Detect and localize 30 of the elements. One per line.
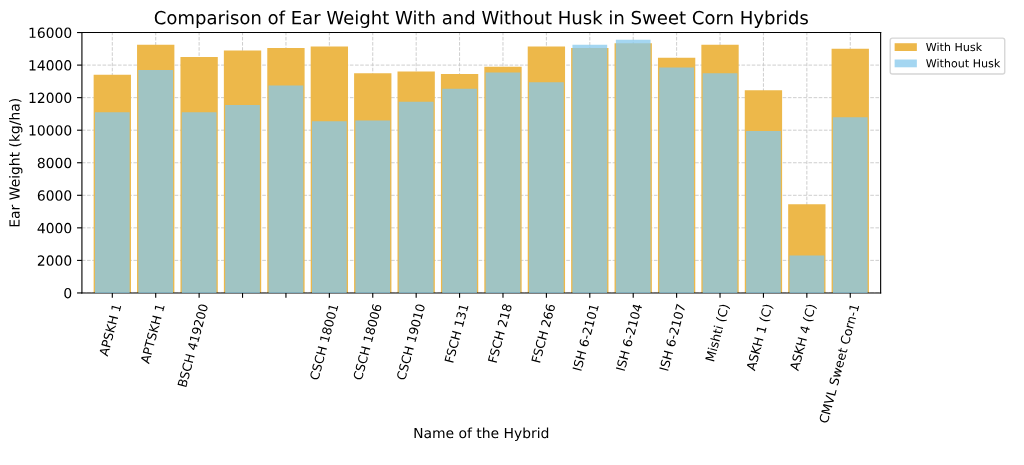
x-tick-label: CSCH 19010 <box>396 303 426 381</box>
x-tick-label: APSKH 1 <box>98 303 122 357</box>
x-tick-label: APTSKH 1 <box>140 303 165 365</box>
x-axis-title: Name of the Hybrid <box>414 427 549 441</box>
x-tick-label: CSCH 18001 <box>309 303 339 381</box>
legend-label: Without Husk <box>926 58 1001 68</box>
y-tick-label: 0 <box>64 287 72 299</box>
x-tick-label: ASKH 1 (C) <box>745 303 774 372</box>
y-tick-label: 14000 <box>29 60 72 71</box>
y-tick-label: 6000 <box>37 190 72 201</box>
y-axis-title: Ear Weight (kg/ha) <box>9 98 23 227</box>
x-tick-label: FSCH 266 <box>531 303 556 363</box>
x-tick-label: CSCH 18006 <box>352 303 382 381</box>
y-tick-label: 2000 <box>37 255 72 266</box>
x-tick-label: Mishti (C) <box>704 303 731 362</box>
y-tick-label: 4000 <box>37 222 72 234</box>
x-tick-label: FSCH 131 <box>444 303 469 363</box>
y-tick-label: 12000 <box>29 92 72 104</box>
x-tick-label: BSCH 419200 <box>177 303 209 388</box>
x-tick-label: FSCH 218 <box>487 303 513 363</box>
chart-title: Comparison of Ear Weight With and Without Husk in Sweet Corn Hybrids <box>154 10 808 28</box>
y-tick-label: 16000 <box>29 27 72 39</box>
x-tick-label: ISH 6-2104 <box>615 303 643 371</box>
x-tick-label: ASKH 4 (C) <box>789 303 818 372</box>
x-tick-label: ISH 6-2101 <box>572 303 599 371</box>
y-tick-label: 10000 <box>29 125 72 136</box>
legend-label: With Husk <box>926 42 983 52</box>
x-tick-label: CMVL Sweet Corn-1 <box>818 303 860 424</box>
x-tick-label: ISH 6-2107 <box>659 303 686 371</box>
y-tick-label: 8000 <box>37 157 72 169</box>
